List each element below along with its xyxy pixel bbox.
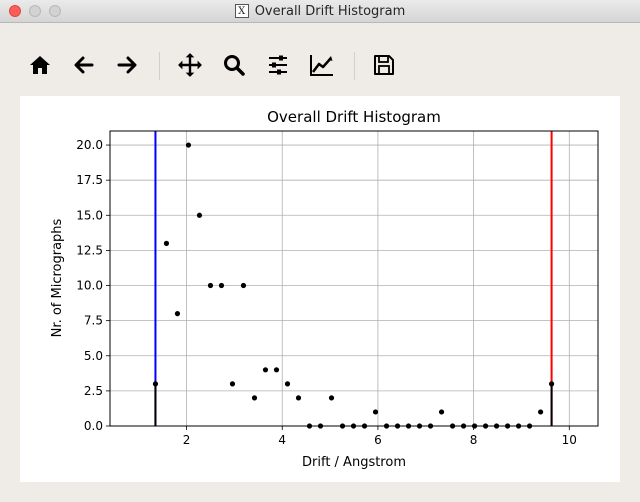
data-point: [537, 409, 544, 415]
maximize-window-button[interactable]: [49, 5, 61, 17]
x11-icon: X: [234, 4, 249, 18]
save-button[interactable]: [369, 50, 399, 80]
home-icon: [30, 56, 50, 74]
y-tick-label: 15.0: [76, 208, 103, 222]
window-title: X Overall Drift Histogram: [0, 0, 640, 22]
floppy-disk-icon: [374, 55, 394, 75]
drift-histogram-chart: 2 4 6 8 10 0.0 2.5 5.0 7.5 10.0 12.5 15.0 17.5 20.0 O…: [50, 108, 599, 470]
data-point: [284, 381, 291, 387]
arrow-left-icon: [74, 56, 94, 74]
data-point: [372, 409, 379, 415]
data-point: [174, 311, 181, 317]
line-chart-icon: [310, 55, 333, 76]
y-tick-label: 7.5: [84, 314, 103, 328]
data-point: [251, 395, 258, 401]
threshold-lines: [154, 131, 553, 426]
data-point: [196, 212, 203, 218]
data-point: [152, 381, 159, 387]
x-axis-label: Drift / Angstrom: [302, 455, 406, 470]
data-point: [548, 381, 555, 387]
chart-title: Overall Drift Histogram: [267, 108, 441, 126]
magnifier-icon: [224, 55, 245, 76]
y-tick-label: 10.0: [76, 279, 103, 293]
data-point: [262, 367, 269, 373]
data-point: [328, 395, 335, 401]
grid-lines: [110, 131, 598, 427]
data-point: [185, 142, 192, 148]
close-window-button[interactable]: [9, 5, 21, 17]
window-title-text: Overall Drift Histogram: [254, 3, 406, 19]
home-button[interactable]: [25, 50, 55, 80]
navigation-toolbar: [0, 44, 640, 88]
configure-subplots-button[interactable]: [263, 50, 293, 80]
y-tick-label: 0.0: [84, 419, 103, 433]
data-point: [295, 395, 302, 401]
back-button[interactable]: [69, 50, 99, 80]
move-icon: [178, 53, 202, 77]
toolbar-separator: [159, 52, 160, 80]
y-tick-label: 5.0: [84, 349, 103, 363]
edit-axis-button[interactable]: [307, 50, 337, 80]
arrow-right-icon: [117, 56, 137, 74]
x-tick-label: 4: [278, 433, 286, 447]
data-point: [240, 282, 247, 289]
data-point: [163, 240, 170, 246]
y-axis-label: Nr. of Micrographs: [50, 218, 65, 337]
x-tick-label: 8: [470, 433, 478, 447]
minimize-window-button[interactable]: [29, 5, 41, 17]
data-point: [273, 367, 280, 373]
window-titlebar: X Overall Drift Histogram: [0, 0, 640, 23]
toolbar-separator: [354, 52, 355, 80]
axis-ticks: 2 4 6 8 10 0.0 2.5 5.0 7.5 10.0 12.5 15.0 17.5 20.0: [76, 138, 577, 447]
x-tick-label: 10: [562, 433, 577, 447]
y-tick-label: 12.5: [76, 243, 103, 257]
data-point: [438, 409, 445, 415]
x-tick-label: 6: [374, 433, 382, 447]
pan-button[interactable]: [175, 50, 205, 80]
zoom-button[interactable]: [219, 50, 249, 80]
y-tick-label: 17.5: [76, 173, 103, 187]
axes-frame: [109, 130, 599, 427]
data-point: [218, 282, 225, 289]
x-tick-label: 2: [183, 433, 191, 447]
plot-canvas[interactable]: 2 4 6 8 10 0.0 2.5 5.0 7.5 10.0 12.5 15.0 17.5 20.0 O…: [20, 96, 620, 482]
data-point: [207, 282, 214, 289]
data-points: [152, 142, 555, 429]
forward-button[interactable]: [112, 50, 142, 80]
y-tick-label: 20.0: [76, 138, 103, 152]
sliders-icon: [269, 55, 287, 75]
data-point: [229, 381, 236, 387]
y-tick-label: 2.5: [84, 384, 103, 398]
